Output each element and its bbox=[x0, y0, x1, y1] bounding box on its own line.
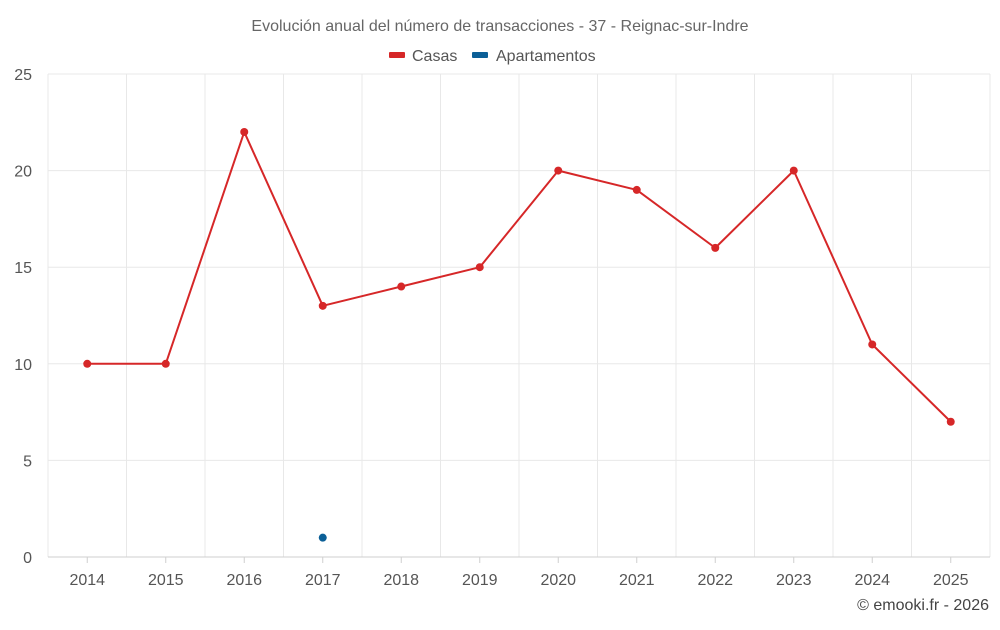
x-tick-label: 2015 bbox=[148, 572, 184, 589]
x-tick-label: 2017 bbox=[305, 572, 341, 589]
data-point-casas[interactable] bbox=[397, 282, 406, 291]
x-tick-label: 2025 bbox=[933, 572, 969, 589]
data-point-apartamentos[interactable] bbox=[318, 533, 327, 542]
data-point-casas[interactable] bbox=[475, 263, 484, 272]
data-point-casas[interactable] bbox=[83, 359, 92, 368]
y-tick-label: 25 bbox=[14, 67, 32, 84]
x-tick-label: 2022 bbox=[697, 572, 733, 589]
data-point-casas[interactable] bbox=[789, 166, 798, 175]
y-tick-label: 10 bbox=[14, 357, 32, 374]
x-tick-label: 2024 bbox=[854, 572, 890, 589]
y-tick-label: 0 bbox=[23, 550, 32, 567]
chart-title: Evolución anual del número de transaccio… bbox=[251, 18, 748, 35]
series-apartamentos bbox=[318, 533, 327, 542]
series-layer bbox=[83, 127, 955, 542]
legend[interactable]: Casas Apartamentos bbox=[389, 48, 596, 65]
data-point-casas[interactable] bbox=[711, 243, 720, 252]
data-point-casas[interactable] bbox=[161, 359, 170, 368]
y-tick-label: 20 bbox=[14, 164, 32, 181]
x-tick-label: 2020 bbox=[540, 572, 576, 589]
data-point-casas[interactable] bbox=[318, 301, 327, 310]
x-tick-label: 2023 bbox=[776, 572, 812, 589]
credit-text: © emooki.fr - 2026 bbox=[857, 597, 989, 614]
legend-label-casas: Casas bbox=[412, 48, 457, 65]
y-tick-label: 5 bbox=[23, 453, 32, 470]
legend-item-casas[interactable]: Casas bbox=[389, 48, 457, 65]
data-point-casas[interactable] bbox=[632, 185, 641, 194]
legend-swatch-apartamentos bbox=[472, 52, 488, 58]
data-point-casas[interactable] bbox=[554, 166, 563, 175]
series-casas bbox=[83, 127, 955, 426]
x-tick-label: 2014 bbox=[69, 572, 105, 589]
y-tick-label: 15 bbox=[14, 260, 32, 277]
grid-layer bbox=[47, 73, 991, 558]
data-point-casas[interactable] bbox=[868, 340, 877, 349]
x-tick-label: 2021 bbox=[619, 572, 655, 589]
x-tick-label: 2016 bbox=[226, 572, 262, 589]
legend-item-apartamentos[interactable]: Apartamentos bbox=[472, 48, 596, 65]
x-tick-label: 2019 bbox=[462, 572, 498, 589]
legend-label-apartamentos: Apartamentos bbox=[496, 48, 596, 65]
legend-swatch-casas bbox=[389, 52, 405, 58]
data-point-casas[interactable] bbox=[946, 417, 955, 426]
x-tick-label: 2018 bbox=[383, 572, 419, 589]
data-point-casas[interactable] bbox=[240, 127, 249, 136]
series-line-casas bbox=[87, 130, 952, 423]
